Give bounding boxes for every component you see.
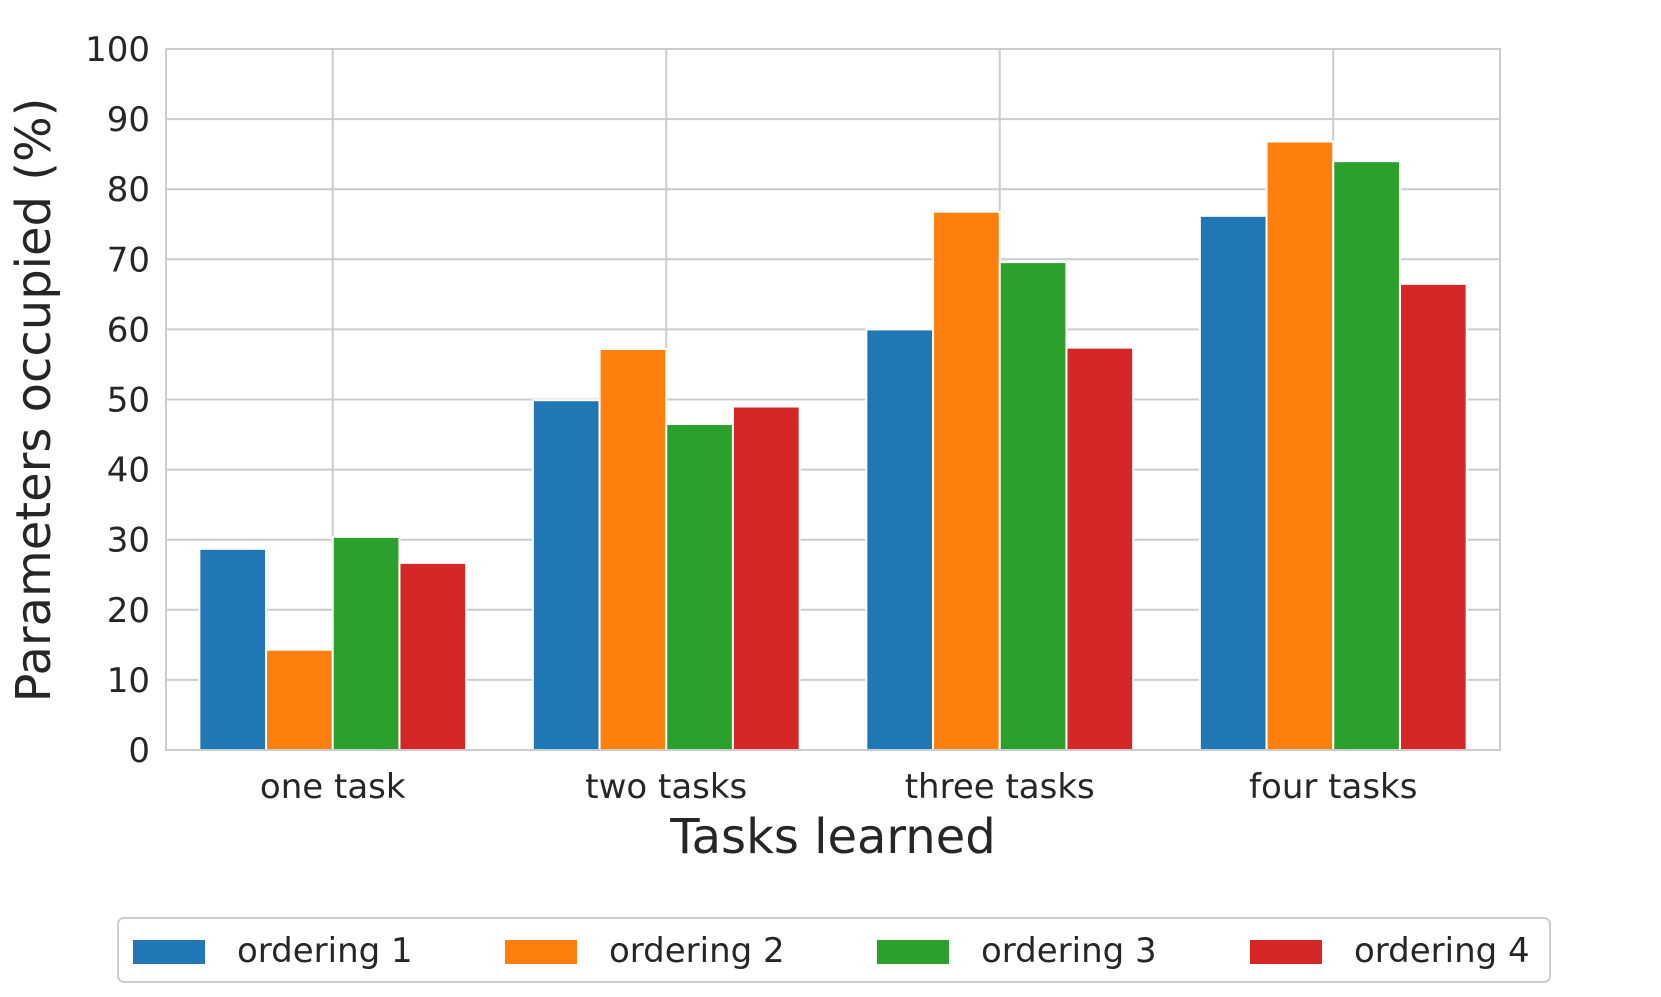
legend-label: ordering 3 (981, 931, 1157, 971)
x-tick-label: four tasks (1249, 767, 1417, 807)
bar-ordering-4-three-tasks (1065, 346, 1135, 751)
bar-ordering-1-two-tasks (531, 399, 601, 751)
legend: ordering 1 ordering 2 ordering 3 ordering 4 (117, 917, 1551, 983)
y-tick-labels: 0 10 20 30 40 50 60 70 80 90 100 (85, 30, 150, 771)
bar-ordering-3-four-tasks (1332, 160, 1401, 752)
bar-ordering-2-three-tasks (932, 210, 1001, 751)
x-tick-label: one task (260, 767, 406, 807)
y-tick-label: 10 (107, 661, 150, 701)
y-tick-label: 0 (128, 731, 150, 771)
y-tick-label: 70 (107, 240, 150, 280)
bar-ordering-4-two-tasks (731, 405, 801, 751)
bar-ordering-3-three-tasks (998, 261, 1068, 751)
bar-ordering-3-one-task (331, 535, 401, 751)
y-tick-label: 20 (107, 591, 150, 631)
y-tick-label: 40 (107, 451, 150, 491)
bar-ordering-2-two-tasks (598, 348, 668, 751)
y-axis-title: Parameters occupied (%) (6, 98, 62, 703)
legend-label: ordering 1 (237, 931, 413, 971)
x-tick-label: two tasks (585, 767, 747, 807)
y-tick-label: 100 (85, 30, 150, 70)
legend-label: ordering 2 (609, 931, 785, 971)
bar-ordering-1-three-tasks (865, 328, 935, 751)
y-tick-label: 30 (107, 521, 150, 561)
y-tick-label: 60 (107, 310, 150, 350)
x-axis-title: Tasks learned (669, 809, 995, 865)
x-tick-label: three tasks (905, 767, 1095, 807)
bars (198, 140, 1468, 752)
legend-swatch (133, 940, 205, 964)
legend-frame (117, 917, 1551, 983)
bar-ordering-4-four-tasks (1398, 282, 1468, 751)
y-tick-label: 90 (107, 100, 150, 140)
legend-swatch (505, 940, 577, 964)
bar-ordering-2-four-tasks (1265, 140, 1335, 752)
x-tick-labels: one task two tasks three tasks four tasks (260, 767, 1418, 807)
plot-frame (165, 48, 1501, 751)
legend-swatch (877, 940, 949, 964)
bar-ordering-4-one-task (398, 561, 468, 752)
legend-swatch (1250, 940, 1322, 964)
legend-items: ordering 1 ordering 2 ordering 3 ordering 4 (133, 931, 1530, 971)
bar-ordering-1-four-tasks (1198, 214, 1268, 751)
legend-label: ordering 4 (1354, 931, 1530, 971)
bar-ordering-1-one-task (198, 547, 268, 751)
bar-ordering-3-two-tasks (665, 423, 734, 751)
y-tick-label: 80 (107, 170, 150, 210)
y-tick-label: 50 (107, 381, 150, 421)
bar-ordering-2-one-task (265, 648, 334, 752)
